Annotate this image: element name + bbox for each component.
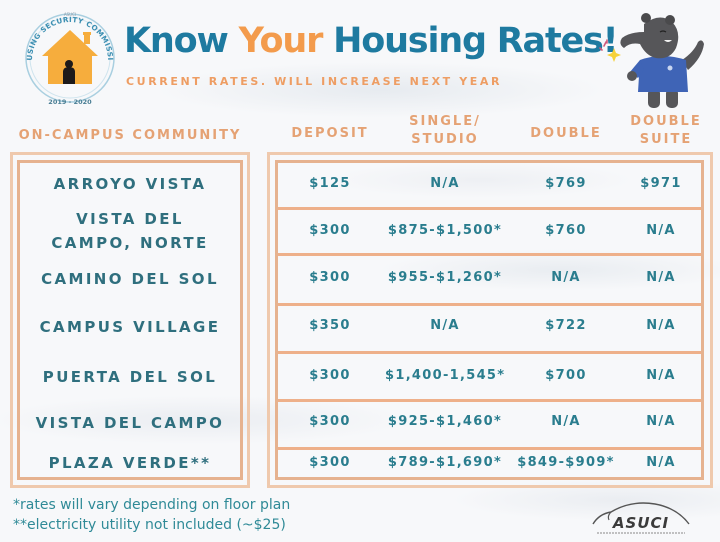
cell-double: N/A xyxy=(551,270,581,285)
community-name-text: CAMPUS VILLAGE xyxy=(39,318,221,336)
community-name-text: ARROYO VISTA xyxy=(53,175,207,193)
cell-double: $700 xyxy=(545,368,587,383)
title-housing-rates: Housing Rates! xyxy=(322,21,618,61)
cell-double: $722 xyxy=(545,318,587,333)
svg-text:ASUCI: ASUCI xyxy=(64,12,76,17)
header-single-line2: STUDIO xyxy=(411,132,479,147)
anteater-mascot xyxy=(610,8,710,112)
cell-suite: N/A xyxy=(646,270,676,285)
community-name: CAMPUS VILLAGE xyxy=(16,315,244,339)
cell-suite: N/A xyxy=(646,368,676,383)
header-suite-line1: DOUBLE xyxy=(630,114,702,129)
community-name: PLAZA VERDE** xyxy=(16,451,244,475)
cell-double: N/A xyxy=(551,414,581,429)
svg-text:2019 - 2020: 2019 - 2020 xyxy=(48,98,92,106)
cell-single: N/A xyxy=(430,318,460,333)
cell-suite: N/A xyxy=(646,455,676,470)
header-suite-line2: SUITE xyxy=(639,132,693,147)
cell-single: $875-$1,500* xyxy=(387,223,503,238)
cell-double: $849-$909* xyxy=(517,455,615,470)
community-name-text: CAMINO DEL SOL xyxy=(41,270,219,288)
cell-single: $925-$1,460* xyxy=(387,414,503,429)
housing-security-commission-logo: HOUSING SECURITY COMMISSION ASUCI 2019 -… xyxy=(15,0,122,108)
cell-deposit: $300 xyxy=(309,270,351,285)
footnote-floor-plan: *rates will vary depending on floor plan xyxy=(13,497,291,513)
page-title: Know Your Housing Rates! xyxy=(124,21,619,61)
title-know: Know xyxy=(124,21,239,61)
community-list-inner-border xyxy=(17,160,243,480)
header-single-studio: SINGLE/ STUDIO xyxy=(385,113,505,149)
community-name-text: PUERTA DEL SOL xyxy=(42,368,218,386)
title-your: Your xyxy=(238,21,324,61)
cell-deposit: $300 xyxy=(309,368,351,383)
footnote-electricity: **electricity utility not included (~$25… xyxy=(13,517,286,533)
asuci-logo: ASUCI xyxy=(585,494,697,538)
community-name: CAMINO DEL SOL xyxy=(16,267,244,291)
cell-double: $769 xyxy=(545,176,587,191)
cell-single: $789-$1,690* xyxy=(387,455,503,470)
header-single-line1: SINGLE/ xyxy=(409,114,481,129)
community-name-text: VISTA DEL xyxy=(76,210,184,228)
cell-single: N/A xyxy=(430,176,460,191)
row-divider xyxy=(278,303,701,306)
row-divider xyxy=(278,253,701,256)
cell-double: $760 xyxy=(545,223,587,238)
community-name: PUERTA DEL SOL xyxy=(16,365,244,389)
rates-table-inner-border xyxy=(275,160,704,480)
cell-single: $955-$1,260* xyxy=(387,270,503,285)
cell-suite: $971 xyxy=(640,176,682,191)
page-subtitle: CURRENT RATES. WILL INCREASE NEXT YEAR xyxy=(126,75,503,88)
cell-suite: N/A xyxy=(646,414,676,429)
row-divider xyxy=(278,447,701,450)
cell-suite: N/A xyxy=(646,223,676,238)
cell-deposit: $125 xyxy=(309,176,351,191)
row-divider xyxy=(278,399,701,402)
community-name: VISTA DEL CAMPO, NORTE xyxy=(16,207,244,255)
community-name-text: PLAZA VERDE** xyxy=(48,454,212,472)
cell-deposit: $300 xyxy=(309,223,351,238)
row-divider xyxy=(278,351,701,354)
cell-single: $1,400-1,545* xyxy=(385,368,506,383)
row-divider xyxy=(278,207,701,210)
header-double-suite: DOUBLE SUITE xyxy=(616,113,716,149)
cell-deposit: $350 xyxy=(309,318,351,333)
cell-suite: N/A xyxy=(646,318,676,333)
community-name: VISTA DEL CAMPO xyxy=(16,411,244,435)
cell-deposit: $300 xyxy=(309,414,351,429)
community-name: ARROYO VISTA xyxy=(16,172,244,196)
header-community: ON-CAMPUS COMMUNITY xyxy=(18,128,242,143)
community-name-text: CAMPO, NORTE xyxy=(51,234,209,252)
svg-text:ASUCI: ASUCI xyxy=(612,514,669,532)
sparkle-icon xyxy=(598,38,624,64)
community-name-text: VISTA DEL CAMPO xyxy=(35,414,225,432)
header-double: DOUBLE xyxy=(530,126,602,141)
cell-deposit: $300 xyxy=(309,455,351,470)
header-deposit: DEPOSIT xyxy=(291,126,369,141)
rates-table-box xyxy=(267,152,713,488)
community-list-box xyxy=(10,152,250,488)
